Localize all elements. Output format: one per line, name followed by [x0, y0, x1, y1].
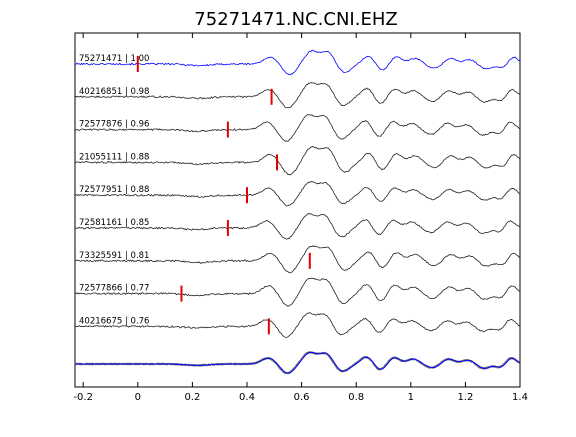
x-tick-label: 1.2	[457, 392, 473, 403]
trace-line	[74, 277, 520, 307]
trace-label: 72577876 | 0.96	[79, 120, 149, 130]
trace-group: 75271471 | 1.00 40216851 | 0.98 72577876 |…	[74, 49, 520, 338]
x-tick-label: 1.4	[512, 392, 528, 403]
trace-label: 72577951 | 0.88	[79, 185, 149, 195]
x-tick-label: -0.2	[73, 392, 93, 403]
trace-line	[74, 180, 520, 207]
x-tick-label: 0	[135, 392, 141, 403]
trace-label: 21055111 | 0.88	[79, 152, 149, 162]
x-tick-label: 0.4	[239, 392, 255, 403]
x-tick-label: 0.2	[184, 392, 200, 403]
stacked-waveforms	[74, 350, 520, 375]
x-tick-label: 0.6	[294, 392, 310, 403]
trace-line	[74, 82, 520, 109]
trace-label: 72577866 | 0.77	[79, 284, 149, 294]
trace-label: 73325591 | 0.81	[79, 251, 149, 261]
trace-line	[74, 245, 520, 274]
trace-line	[74, 49, 520, 76]
trace-line	[74, 213, 520, 240]
trace-line	[74, 114, 520, 142]
x-tick-label: 1	[408, 392, 414, 403]
chart-title: 75271471.NC.CNI.EHZ	[194, 9, 397, 30]
trace-label: 75271471 | 1.00	[79, 54, 149, 64]
x-tick-label: 0.8	[348, 392, 364, 403]
trace-label: 72581161 | 0.85	[79, 218, 149, 228]
stack-reference-trace	[75, 351, 520, 374]
trace-line	[74, 145, 520, 176]
trace-line	[74, 312, 520, 338]
trace-label: 40216851 | 0.98	[79, 87, 149, 97]
trace-label: 40216675 | 0.76	[79, 316, 149, 326]
x-axis: -0.2 0 0.2 0.4 0.6 0.8 1 1.2 1.4	[73, 33, 528, 403]
